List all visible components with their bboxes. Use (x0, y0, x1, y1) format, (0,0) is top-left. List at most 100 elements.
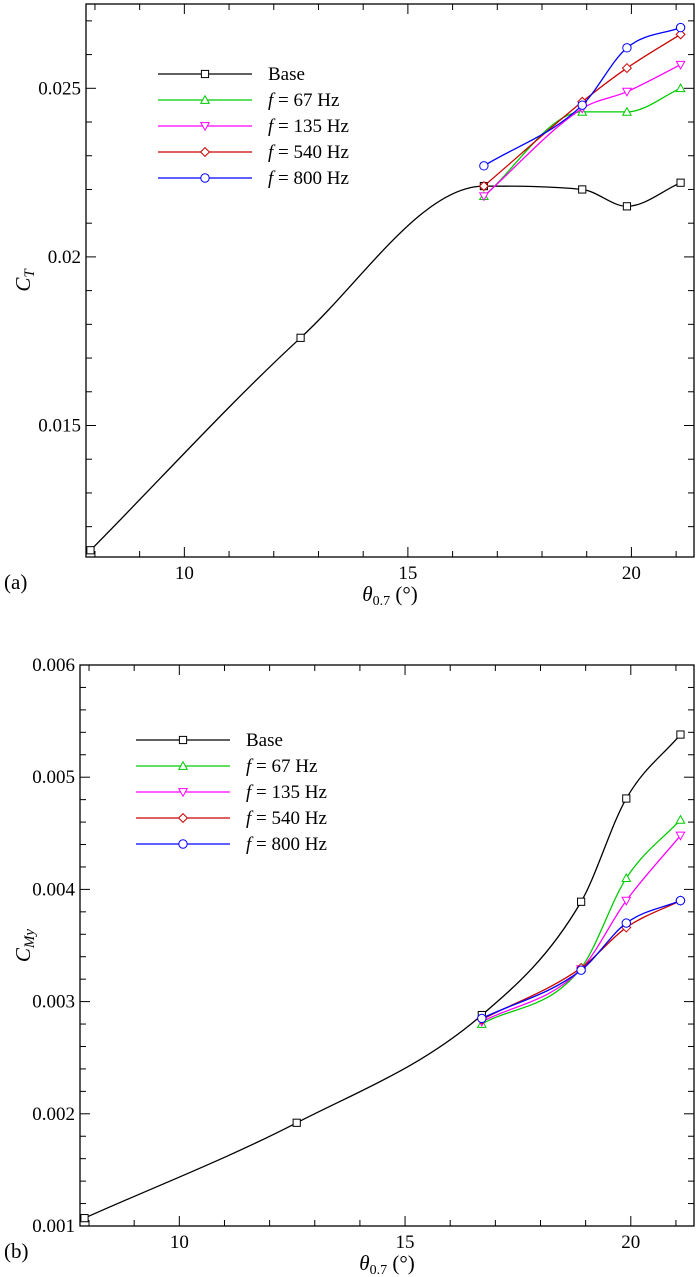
data-point (621, 872, 632, 883)
y-tick-label: 0.005 (32, 767, 75, 788)
y-tick-label: 0.015 (38, 415, 81, 436)
y-tick-label: 0.02 (48, 247, 81, 268)
legend-marker (177, 760, 189, 770)
panel-label: (a) (4, 570, 27, 594)
x-axis-label-symbol: θ (362, 582, 372, 606)
legend-label-text: = 800 Hz (273, 168, 349, 189)
series-base (86, 178, 685, 555)
data-point (676, 730, 685, 739)
legend-marker (199, 94, 211, 104)
data-point (86, 546, 95, 555)
x-tick-label: 15 (398, 563, 417, 584)
legend-label-text: = 800 Hz (251, 834, 327, 855)
legend-label-text: = 67 Hz (251, 756, 317, 777)
legend-label: Base (268, 64, 305, 85)
data-point (479, 161, 489, 171)
legend-label: Base (246, 730, 283, 751)
data-point (621, 106, 632, 116)
legend-item: f = 540 Hz (136, 808, 327, 829)
legend-label-text: = 540 Hz (273, 142, 349, 163)
data-point (621, 896, 632, 906)
y-axis-label-subscript: My (22, 929, 38, 949)
x-tick-label: 20 (621, 1232, 640, 1253)
y-tick-label: 0.003 (32, 992, 75, 1013)
data-point (675, 60, 686, 70)
legend-label: f = 800 Hz (268, 168, 349, 189)
legend-label: f = 67 Hz (246, 756, 317, 777)
legend-marker (177, 788, 189, 798)
legend-item: f = 135 Hz (136, 782, 327, 803)
data-point (577, 100, 587, 110)
data-point (478, 192, 489, 202)
series-line (481, 900, 681, 1020)
legend-label: f = 135 Hz (268, 116, 349, 137)
y-axis-label: CT (11, 268, 38, 292)
x-axis-label: θ0.7 (°) (359, 1251, 414, 1277)
series-line (483, 33, 681, 187)
data-point (292, 1118, 301, 1127)
legend-item: f = 67 Hz (136, 756, 317, 777)
legend-item: f = 800 Hz (136, 834, 327, 855)
x-tick-label: 15 (396, 1232, 415, 1253)
legend-marker (199, 146, 211, 158)
y-tick-label: 0.025 (38, 78, 81, 99)
panel-label: (b) (4, 1239, 29, 1263)
series-line (483, 87, 681, 197)
series-135hz (478, 60, 686, 202)
y-axis-label-symbol: C (11, 277, 35, 292)
data-point (296, 333, 305, 342)
y-axis-label: CMy (11, 929, 38, 963)
legend-label: f = 540 Hz (246, 808, 327, 829)
legend-label: f = 800 Hz (246, 834, 327, 855)
legend-item: f = 800 Hz (158, 168, 349, 189)
legend-label-symbol: f (268, 90, 276, 111)
legend-marker (200, 173, 210, 183)
series-135hz (476, 831, 686, 1028)
legend-label: f = 135 Hz (246, 782, 327, 803)
legend-item: Base (158, 64, 305, 85)
x-axis-label-subscript: 0.7 (373, 594, 391, 609)
y-tick-label: 0.006 (32, 655, 75, 676)
y-axis-label-symbol: C (11, 947, 35, 962)
series-line (481, 900, 681, 1021)
series-line (84, 734, 681, 1219)
data-point (621, 87, 632, 97)
data-point (675, 29, 686, 40)
series-800hz (477, 895, 686, 1024)
data-point (621, 918, 631, 928)
series-base (80, 730, 685, 1223)
legend-label-text: = 135 Hz (251, 782, 327, 803)
x-tick-label: 10 (175, 563, 194, 584)
x-axis-label-subscript: 0.7 (370, 1263, 388, 1277)
legend-label-text: = 135 Hz (273, 116, 349, 137)
legend-label-symbol: f (246, 808, 254, 829)
series-line (483, 64, 681, 197)
data-point (675, 22, 686, 33)
data-point (675, 895, 686, 906)
x-tick-label: 20 (622, 563, 641, 584)
data-point (675, 83, 686, 93)
series-line (481, 835, 681, 1023)
legend-marker (177, 812, 189, 824)
y-tick-label: 0.001 (32, 1216, 75, 1237)
series-line (483, 26, 681, 167)
series-line (90, 182, 681, 551)
x-tick-label: 10 (170, 1232, 189, 1253)
legend-label-symbol: f (246, 756, 254, 777)
series-540hz (476, 895, 686, 1025)
data-point (477, 1013, 487, 1024)
legend-item: f = 135 Hz (158, 116, 349, 137)
x-axis-label-symbol: θ (359, 1251, 369, 1275)
legend-label-symbol: f (246, 834, 254, 855)
legend-marker (178, 839, 188, 849)
legend-label: f = 540 Hz (268, 142, 349, 163)
data-point (622, 43, 632, 53)
data-point (675, 814, 686, 824)
x-axis-label: θ0.7 (°) (362, 582, 417, 609)
data-point (576, 965, 586, 975)
data-point (622, 794, 631, 803)
legend-label-symbol: f (268, 116, 276, 137)
legend-label-text: = 67 Hz (273, 90, 339, 111)
y-axis-label-subscript: T (22, 268, 38, 278)
